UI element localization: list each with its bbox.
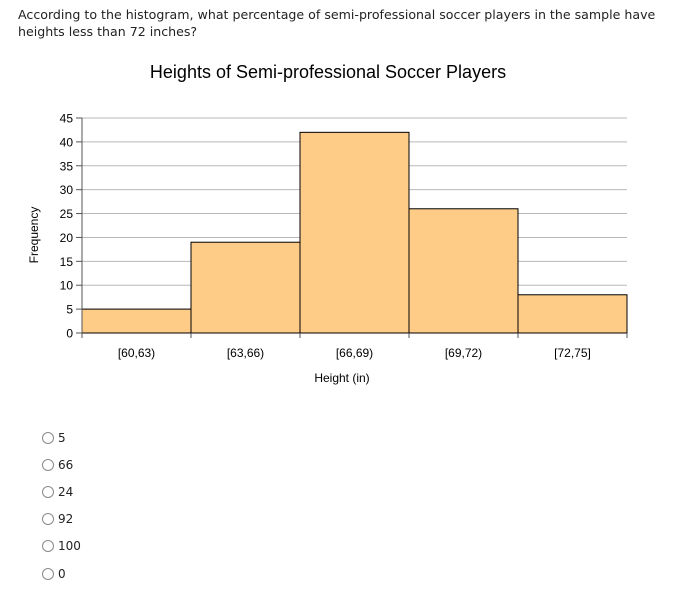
question-text: According to the histogram, what percent… [18,7,656,39]
y-tick-label: 35 [60,159,74,173]
answer-option[interactable]: 0 [42,560,81,587]
option-label: 5 [58,430,66,445]
y-tick-label: 5 [66,303,73,317]
x-tick-label: [72,75] [554,346,591,360]
radio-button[interactable] [42,540,54,553]
y-axis-label: Frequency [27,207,41,264]
option-label: 100 [58,539,81,554]
histogram-chart: Heights of Semi-professional Soccer Play… [27,62,628,385]
y-tick-label: 20 [60,231,74,245]
answer-option[interactable]: 66 [42,451,81,478]
histogram-bar [190,241,301,334]
y-tick-label: 30 [60,183,74,197]
x-tick-label: [69,72) [445,346,482,360]
radio-button[interactable] [42,485,54,498]
answer-option[interactable]: 24 [42,478,81,505]
histogram-bar [408,208,519,334]
y-tick-label: 40 [60,135,74,149]
answer-option[interactable]: 100 [42,533,81,560]
radio-button[interactable] [42,458,54,471]
radio-button[interactable] [42,431,54,444]
answer-option[interactable]: 5 [42,424,81,451]
answer-options: 5 66 24 92 100 0 [42,424,81,587]
answer-option[interactable]: 92 [42,506,81,533]
radio-button[interactable] [42,567,54,580]
x-tick-label: [66,69) [336,346,373,360]
y-tick-label: 15 [60,255,74,269]
option-label: 24 [58,484,74,499]
y-tick-label: 10 [60,279,74,293]
option-label: 0 [58,566,66,581]
radio-button[interactable] [42,513,54,526]
option-label: 66 [58,457,74,472]
x-tick-label: [63,66) [227,346,264,360]
y-tick-label: 25 [60,207,74,221]
histogram-bar [299,131,410,334]
histogram-bar [517,294,628,334]
histogram-bar [81,308,192,334]
x-tick-label: [60,63) [118,346,155,360]
y-tick-label: 0 [66,327,73,341]
x-axis-label: Height (in) [314,371,369,385]
option-label: 92 [58,512,74,527]
y-tick-label: 45 [60,112,74,126]
chart-title: Heights of Semi-professional Soccer Play… [150,62,506,82]
